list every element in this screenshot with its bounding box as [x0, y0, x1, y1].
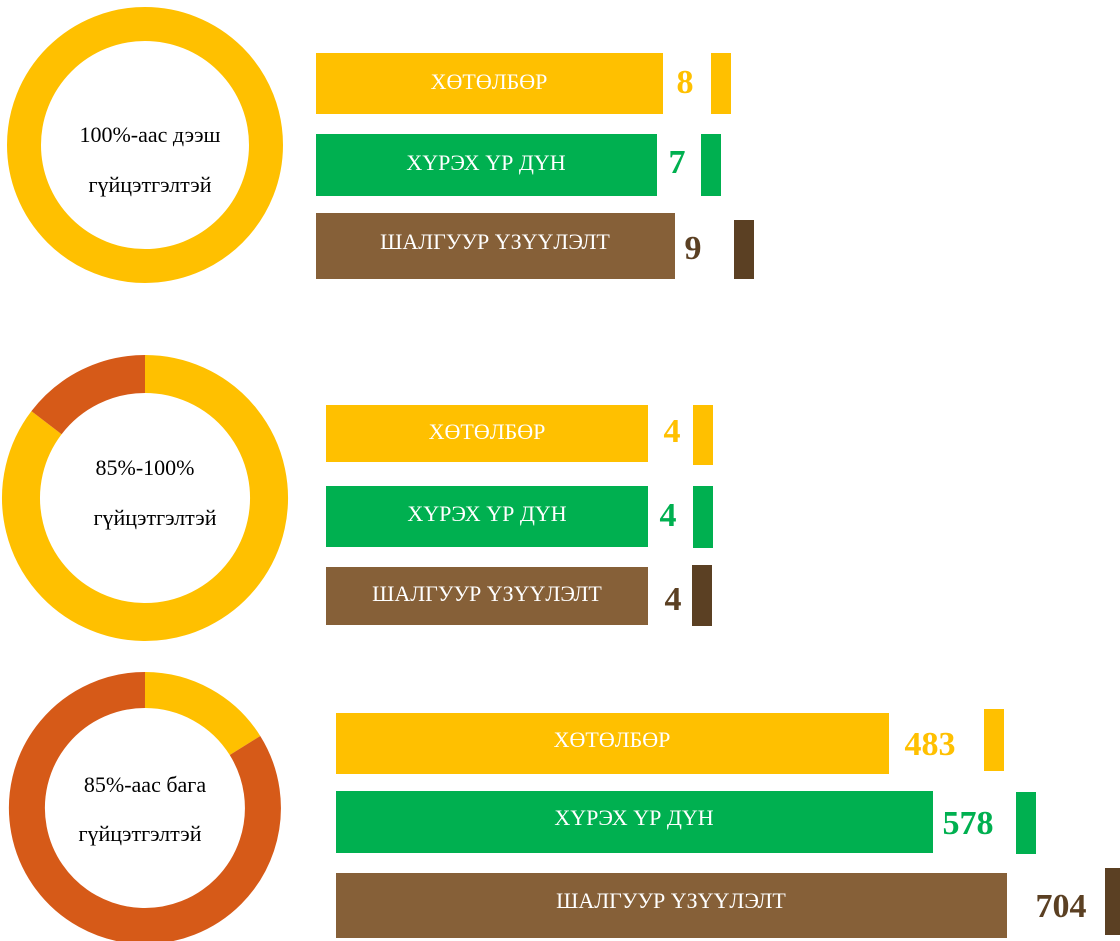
- bar-label: ХҮРЭХ ҮР ДҮН: [407, 501, 566, 526]
- bar: [316, 213, 675, 279]
- donut-label: гүйцэтгэлтэй: [88, 172, 211, 197]
- bar: [336, 873, 1007, 938]
- bar-value: 483: [905, 726, 956, 763]
- marker: [984, 709, 1004, 771]
- marker: [711, 53, 731, 114]
- bar-label: ХҮРЭХ ҮР ДҮН: [554, 805, 713, 830]
- donut-label: 100%-аас дээш: [79, 122, 220, 147]
- bar-label: ХӨТӨЛБӨР: [431, 69, 548, 94]
- bar: [326, 567, 648, 625]
- marker: [693, 486, 713, 548]
- bar-value: 704: [1036, 888, 1087, 925]
- bar-value: 4: [664, 413, 681, 450]
- marker: [701, 134, 721, 196]
- bar-label: ШАЛГУУР ҮЗҮҮЛЭЛТ: [380, 229, 610, 254]
- bar: [336, 791, 933, 853]
- donut-segment: [8, 672, 281, 941]
- bar: [326, 405, 648, 462]
- marker: [693, 405, 713, 465]
- bar: [326, 486, 648, 547]
- donut-segment: [2, 355, 289, 641]
- bar-value: 4: [665, 581, 682, 618]
- marker: [734, 220, 754, 279]
- marker: [1016, 792, 1036, 854]
- donut-label: гүйцэтгэлтэй: [93, 505, 216, 530]
- donut-label: гүйцэтгэлтэй: [78, 821, 201, 846]
- bar-value: 578: [943, 805, 994, 842]
- bar-label: ХӨТӨЛБӨР: [554, 727, 671, 752]
- bar: [336, 713, 889, 774]
- bar: [316, 134, 657, 196]
- bar-value: 4: [660, 497, 677, 534]
- marker: [692, 565, 712, 626]
- donut-segment: [31, 355, 146, 435]
- donut-label: 85%-аас бага: [84, 772, 206, 797]
- bar-value: 7: [669, 144, 686, 181]
- marker: [1105, 868, 1120, 935]
- bar: [316, 53, 663, 114]
- bar-label: ШАЛГУУР ҮЗҮҮЛЭЛТ: [556, 888, 786, 913]
- donut: [7, 7, 283, 283]
- bar-label: ШАЛГУУР ҮЗҮҮЛЭЛТ: [372, 581, 602, 606]
- donut-segment: [144, 672, 261, 756]
- bar-value: 9: [685, 230, 702, 267]
- bar-label: ХҮРЭХ ҮР ДҮН: [406, 150, 565, 175]
- bar-label: ХӨТӨЛБӨР: [429, 419, 546, 444]
- donut-label: 85%-100%: [96, 455, 195, 480]
- bar-value: 8: [677, 64, 694, 101]
